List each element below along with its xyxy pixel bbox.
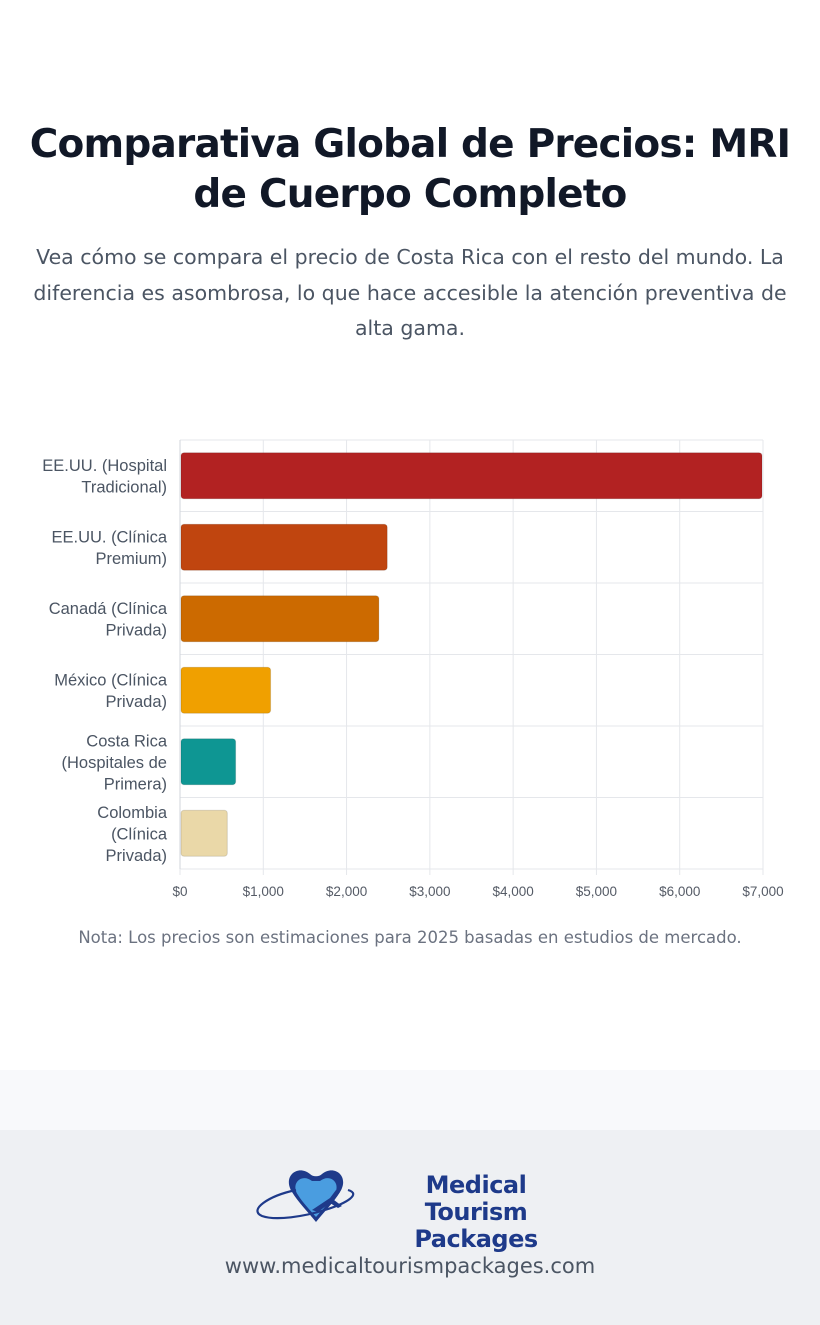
chart-note: Nota: Los precios son estimaciones para … xyxy=(78,928,742,947)
chart-bars xyxy=(180,452,763,857)
heart-plane-logo-icon xyxy=(256,1170,355,1222)
price-bar-chart: EE.UU. (Hospital Tradicional) EE.UU. (Clín… xyxy=(42,439,784,899)
x-tick-label: $4,000 xyxy=(492,884,533,899)
bar xyxy=(180,595,380,643)
category-label: Canadá (Clínica Privada) xyxy=(49,600,168,640)
category-label: EE.UU. (Clínica Premium) xyxy=(51,529,167,569)
x-tick-label: $5,000 xyxy=(576,884,617,899)
x-tick-label: $6,000 xyxy=(659,884,700,899)
website-url[interactable]: www.medicaltourismpackages.com xyxy=(224,1254,596,1278)
x-tick-label: $2,000 xyxy=(326,884,367,899)
x-tick-label: $0 xyxy=(172,884,187,899)
category-label: Costa Rica (Hospitales de Primera) xyxy=(62,732,168,793)
page-title: Comparativa Global de Precios: MRI de Cu… xyxy=(29,122,791,217)
brand-name-line2: Packages xyxy=(414,1225,538,1253)
bar xyxy=(180,738,237,786)
bar xyxy=(180,809,228,857)
x-tick-label: $3,000 xyxy=(409,884,450,899)
category-label: EE.UU. (Hospital Tradicional) xyxy=(42,457,167,497)
brand-name-line1: Medical Tourism xyxy=(424,1171,528,1226)
chart-x-tick-labels: $0 $1,000 $2,000 $3,000 $4,000 $5,000 $6,000 $7… xyxy=(172,884,783,899)
bar xyxy=(180,666,272,714)
bar xyxy=(180,523,388,571)
category-label: México (Clínica Privada) xyxy=(54,672,168,712)
x-tick-label: $7,000 xyxy=(742,884,783,899)
category-label: Colombia (Clínica Privada) xyxy=(97,804,168,865)
page-subtitle: Vea cómo se compara el precio de Costa R… xyxy=(33,245,787,340)
brand-name: Medical Tourism Packages xyxy=(376,1172,576,1253)
chart-category-labels: EE.UU. (Hospital Tradicional) EE.UU. (Clín… xyxy=(42,457,168,865)
footer-divider-band xyxy=(0,1070,820,1130)
x-tick-label: $1,000 xyxy=(243,884,284,899)
footer: Medical Tourism Packages www.medicaltour… xyxy=(0,1130,820,1325)
chart-grid xyxy=(179,439,764,875)
bar xyxy=(180,452,763,500)
